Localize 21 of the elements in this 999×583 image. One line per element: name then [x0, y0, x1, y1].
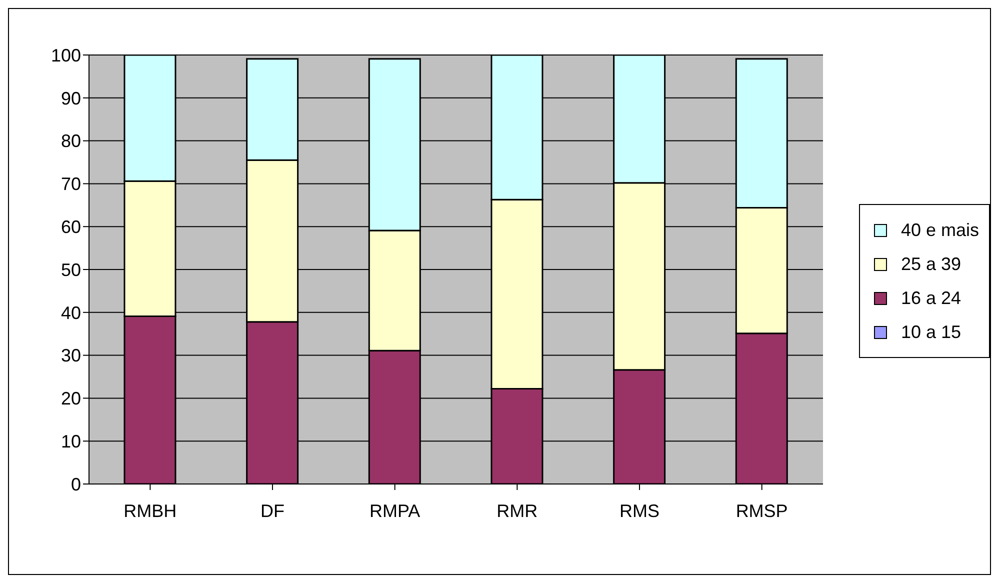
y-tick-label: 50	[60, 260, 81, 280]
x-tick-label: RMR	[496, 500, 538, 521]
x-tick-label: RMSP	[736, 500, 788, 521]
x-tick-label: RMS	[620, 500, 660, 521]
legend-label: 10 a 15	[900, 322, 962, 342]
y-tick-label: 10	[60, 431, 81, 452]
y-tick-label: 60	[60, 216, 81, 237]
y-tick-label: 80	[60, 131, 81, 152]
y-tick-label: 100	[50, 45, 81, 66]
x-tick-label: RMPA	[369, 500, 420, 521]
x-tick-label: RMBH	[124, 500, 177, 521]
y-tick-label: 30	[60, 346, 81, 366]
y-tick-label: 40	[60, 302, 81, 323]
y-tick-label: 90	[60, 88, 81, 108]
y-tick-label: 20	[60, 388, 81, 409]
x-tick-label: DF	[260, 500, 284, 521]
legend-label: 40 e mais	[900, 220, 979, 240]
y-tick-label: 70	[60, 174, 81, 194]
legend-label: 25 a 39	[900, 254, 962, 274]
legend-label: 16 a 24	[900, 288, 962, 308]
y-tick-label: 0	[70, 474, 81, 494]
